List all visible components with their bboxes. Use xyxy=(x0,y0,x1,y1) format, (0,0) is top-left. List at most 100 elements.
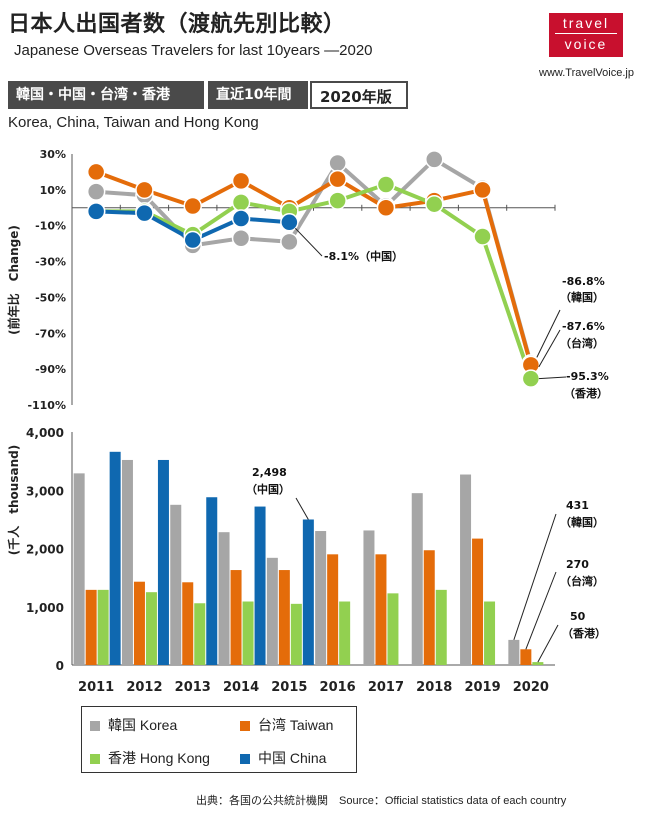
legend-item-hongkong: 香港 Hong Kong xyxy=(90,748,210,768)
line-point-hongkong xyxy=(473,227,492,246)
bar-korea xyxy=(121,459,133,665)
line-ytick-label: -90% xyxy=(35,363,66,376)
line-ytick-label: 10% xyxy=(40,184,66,197)
line-point-hongkong xyxy=(521,369,541,388)
line-point-korea xyxy=(328,153,347,173)
bar-annotation-taiwan-sub: （台湾） xyxy=(560,574,604,588)
line-point-taiwan xyxy=(135,180,154,200)
line-point-taiwan xyxy=(376,198,396,218)
bar-annotation-korea: 431 xyxy=(566,499,589,512)
legend-item-china: 中国 China xyxy=(240,748,326,768)
bar-china xyxy=(254,506,266,665)
badge-period: 直近10年間 xyxy=(208,81,308,109)
regions-english: Korea, China, Taiwan and Hong Kong xyxy=(8,114,259,131)
bar-ytick-label: 4,000 xyxy=(26,426,64,440)
bar-xtick-label: 2012 xyxy=(126,680,162,695)
bar-annotation-china: 2,498 xyxy=(252,466,287,479)
line-point-hongkong xyxy=(376,175,396,194)
bar-xtick-label: 2019 xyxy=(464,680,500,695)
bar-leader-china xyxy=(295,497,309,520)
line-series-korea xyxy=(96,157,533,364)
bar-taiwan xyxy=(182,582,194,665)
line-point-hongkong xyxy=(328,191,347,210)
bar-taiwan xyxy=(327,554,339,665)
bar-hongkong xyxy=(339,601,351,665)
bar-leader-korea xyxy=(513,513,557,641)
line-point-china xyxy=(280,213,299,232)
badge-edition: 2020年版 xyxy=(310,81,408,109)
bar-hongkong xyxy=(145,592,157,665)
line-point-china xyxy=(86,202,106,221)
legend-item-taiwan: 台湾 Taiwan xyxy=(240,715,333,735)
bar-korea xyxy=(508,639,520,665)
bar-ytick-label: 3,000 xyxy=(26,484,64,498)
bar-china xyxy=(206,497,218,665)
line-leader-hongkong xyxy=(538,376,567,380)
legend-label-china: 中国 China xyxy=(258,750,327,766)
line-ytick-label: -30% xyxy=(35,256,66,269)
bar-hongkong xyxy=(387,593,399,665)
line-point-china xyxy=(135,203,154,223)
bar-annotation-china-sub: （中国） xyxy=(246,482,290,496)
bar-xtick-label: 2013 xyxy=(175,680,211,695)
bar-ytick-label: 2,000 xyxy=(26,543,64,557)
bar-hongkong xyxy=(194,603,206,665)
line-ytick-label: 30% xyxy=(40,148,66,161)
bar-hongkong xyxy=(532,662,544,665)
bar-china xyxy=(302,519,314,665)
legend-swatch-taiwan xyxy=(240,721,250,732)
line-leader-korea xyxy=(536,309,561,358)
logo-line-1: travel xyxy=(562,15,610,31)
legend-item-korea: 韓国 Korea xyxy=(90,715,177,735)
line-annotation-taiwan: -87.6% xyxy=(562,320,605,333)
bar-china xyxy=(157,459,169,665)
bar-korea xyxy=(73,473,85,665)
line-point-taiwan xyxy=(473,180,492,200)
legend-swatch-korea xyxy=(90,721,100,732)
bar-taiwan xyxy=(133,581,145,665)
line-point-taiwan xyxy=(328,169,347,189)
bar-ytick-label: 1,000 xyxy=(26,601,64,615)
travelvoice-logo: travel voice xyxy=(549,13,623,57)
bar-xtick-label: 2018 xyxy=(416,680,452,695)
bar-xtick-label: 2016 xyxy=(320,680,356,695)
bar-korea xyxy=(266,557,278,665)
badge-regions: 韓国・中国・台湾・香港 xyxy=(8,81,204,109)
line-point-taiwan xyxy=(86,162,106,182)
bar-xtick-label: 2020 xyxy=(513,680,549,695)
bar-xtick-label: 2017 xyxy=(368,680,404,695)
line-point-china xyxy=(183,230,202,250)
bar-taiwan xyxy=(472,538,484,665)
legend-label-korea: 韓国 Korea xyxy=(108,717,178,733)
line-leader-taiwan xyxy=(538,329,561,368)
bar-leader-taiwan xyxy=(525,571,557,650)
bar-ylabel: (千人 thousand) xyxy=(6,445,21,555)
bar-hongkong xyxy=(435,589,447,665)
line-ytick-label: -10% xyxy=(35,220,66,233)
line-series-taiwan xyxy=(95,170,533,366)
bar-annotation-taiwan: 270 xyxy=(566,558,589,571)
line-annotation-hongkong: -95.3% xyxy=(566,370,609,383)
legend-label-hongkong: 香港 Hong Kong xyxy=(108,750,210,766)
source-note: 出典：各国の公共統計機関 Source：Official statistics … xyxy=(196,795,567,807)
line-point-korea xyxy=(231,229,251,248)
line-leader-china xyxy=(294,227,323,257)
line-ytick-label: -50% xyxy=(35,291,66,304)
bar-hongkong xyxy=(97,589,109,665)
line-point-korea xyxy=(425,150,444,169)
bar-leader-hongkong xyxy=(537,624,559,663)
line-point-korea xyxy=(280,232,299,252)
bar-korea xyxy=(315,531,327,665)
line-point-taiwan xyxy=(231,171,251,191)
line-point-hongkong xyxy=(425,194,444,214)
bar-taiwan xyxy=(278,570,290,665)
bar-hongkong xyxy=(484,601,496,665)
bar-annotation-korea-sub: （韓国） xyxy=(560,515,604,529)
line-point-taiwan xyxy=(183,196,202,216)
bar-taiwan xyxy=(375,554,387,665)
bar-xtick-label: 2015 xyxy=(271,680,307,695)
bar-taiwan xyxy=(230,570,242,665)
line-series-hongkong xyxy=(96,182,533,380)
bar-korea xyxy=(363,530,375,665)
